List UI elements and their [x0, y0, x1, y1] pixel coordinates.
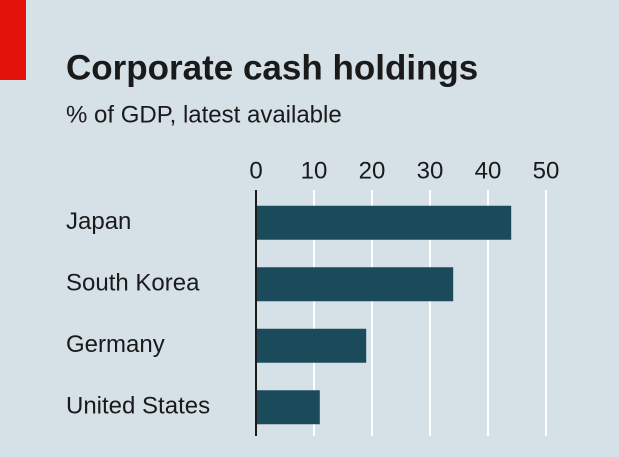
brand-tag — [0, 0, 26, 80]
x-tick-label: 20 — [359, 157, 386, 184]
bar — [256, 390, 320, 425]
bar — [256, 267, 454, 302]
bar — [256, 205, 512, 240]
x-tick-label: 30 — [417, 157, 444, 184]
x-tick-label: 40 — [475, 157, 502, 184]
y-tick-label: South Korea — [66, 270, 200, 297]
x-tick-label: 50 — [533, 157, 560, 184]
chart-title: Corporate cash holdings — [66, 48, 478, 87]
y-tick-label: Germany — [66, 331, 165, 358]
chart-subtitle: % of GDP, latest available — [66, 101, 342, 128]
x-tick-label: 0 — [249, 157, 262, 184]
bar — [256, 328, 367, 363]
y-tick-label: United States — [66, 393, 210, 420]
y-tick-label: Japan — [66, 208, 131, 235]
x-tick-label: 10 — [301, 157, 328, 184]
